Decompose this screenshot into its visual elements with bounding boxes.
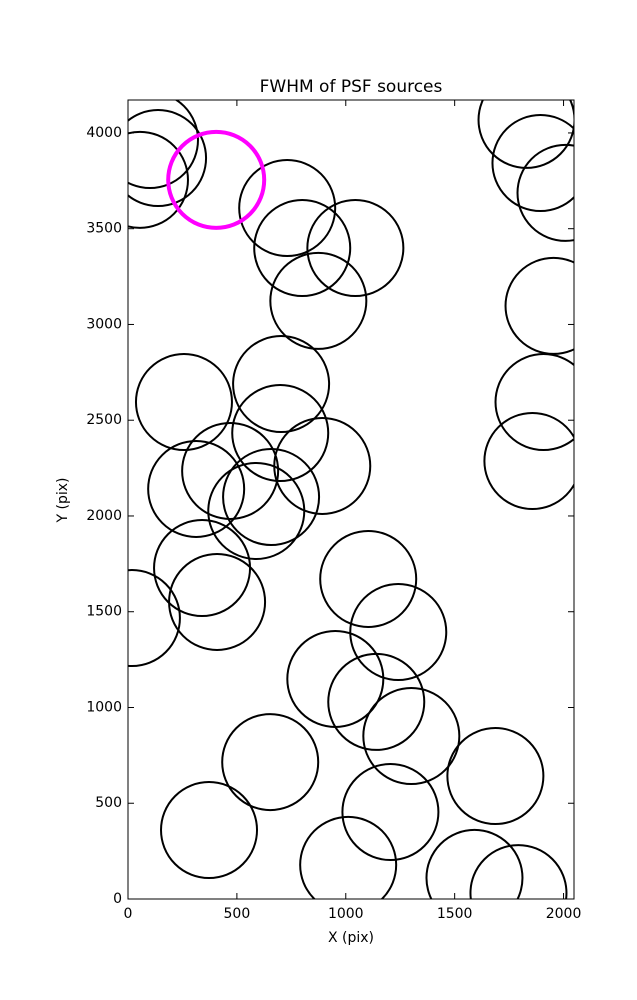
- y-axis-label: Y (pix): [55, 478, 71, 524]
- y-tick-label: 2500: [86, 412, 122, 428]
- psf-circle: [168, 552, 267, 651]
- psf-circle: [232, 335, 331, 434]
- psf-circle: [319, 529, 418, 628]
- x-tick-label: 1500: [437, 906, 473, 922]
- psf-circle: [269, 251, 368, 350]
- x-tick-label: 0: [124, 906, 133, 922]
- psf-circle: [494, 353, 574, 452]
- y-tick-label: 4000: [86, 125, 122, 141]
- y-tick-label: 3500: [86, 221, 122, 237]
- psf-circle: [128, 130, 189, 229]
- psf-circle: [231, 384, 330, 483]
- psf-circle: [253, 199, 352, 298]
- plot-frame: [127, 99, 575, 900]
- psf-circle: [504, 256, 574, 355]
- psf-circle: [516, 143, 574, 242]
- psf-circle: [327, 652, 426, 751]
- plot-area: [128, 100, 574, 899]
- x-tick-label: 1000: [328, 906, 364, 922]
- psf-circle: [166, 129, 267, 230]
- psf-circle: [134, 353, 233, 452]
- psf-circle: [341, 763, 440, 862]
- psf-circle: [483, 412, 574, 510]
- y-tick-label: 0: [113, 891, 122, 907]
- psf-circle: [222, 448, 321, 547]
- y-tick-label: 2000: [86, 508, 122, 524]
- x-tick-label: 500: [224, 906, 251, 922]
- y-tick-label: 3000: [86, 316, 122, 332]
- psf-circle: [306, 199, 405, 298]
- psf-circle: [349, 583, 448, 682]
- psf-circle: [425, 828, 524, 899]
- y-tick-label: 1000: [86, 699, 122, 715]
- chart-title: FWHM of PSF sources: [260, 77, 443, 97]
- psf-circle: [160, 781, 259, 880]
- psf-circle: [446, 727, 545, 826]
- x-tick-label: 2000: [546, 906, 582, 922]
- x-axis-label: X (pix): [328, 930, 374, 946]
- psf-circle: [128, 569, 181, 668]
- y-tick-label: 500: [95, 795, 122, 811]
- psf-circle: [469, 844, 568, 899]
- psf-circle: [238, 159, 337, 258]
- psf-circle: [362, 687, 461, 786]
- psf-circle: [221, 713, 320, 812]
- psf-circle: [181, 421, 280, 520]
- y-tick-label: 1500: [86, 604, 122, 620]
- psf-circle: [299, 815, 398, 899]
- psf-circle: [147, 439, 246, 538]
- psf-circle: [491, 114, 574, 212]
- psf-circle: [128, 100, 199, 190]
- psf-circle: [477, 100, 574, 169]
- psf-circle: [207, 461, 306, 560]
- psf-circle: [128, 109, 208, 208]
